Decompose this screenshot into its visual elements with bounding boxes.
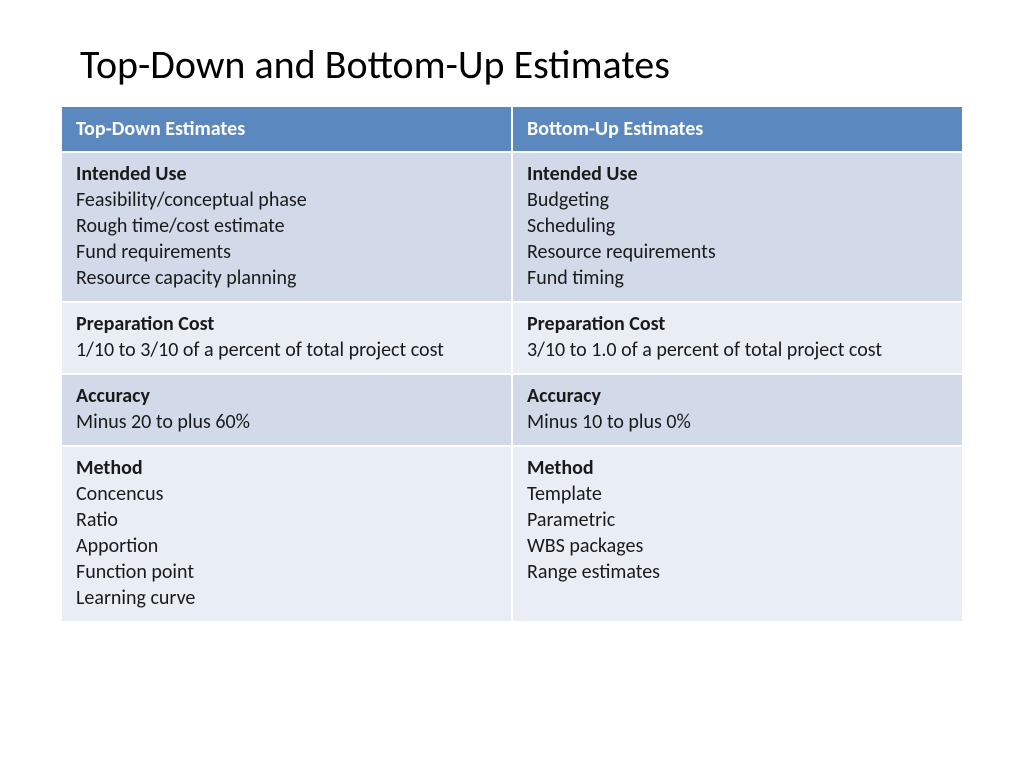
cell-line: Parametric [527,507,948,533]
cell-line: Range estimates [527,559,948,585]
cell-line: Resource requirements [527,239,948,265]
cell-line: Rough time/cost estimate [76,213,497,239]
cell-line: WBS packages [527,533,948,559]
table-row: Intended UseFeasibility/conceptual phase… [61,152,963,302]
cell-heading: Intended Use [76,161,497,187]
cell-line: Apportion [76,533,497,559]
col-header-topdown: Top-Down Estimates [61,106,512,152]
table-cell: Preparation Cost3/10 to 1.0 of a percent… [512,302,963,374]
cell-line: Fund requirements [76,239,497,265]
cell-heading: Preparation Cost [527,311,948,337]
cell-line: Template [527,481,948,507]
cell-heading: Accuracy [76,383,497,409]
comparison-table: Top-Down Estimates Bottom-Up Estimates I… [60,105,964,623]
table-cell: MethodTemplateParametricWBS packagesRang… [512,446,963,622]
cell-line: Ratio [76,507,497,533]
cell-line: Minus 20 to plus 60% [76,409,497,435]
table-cell: AccuracyMinus 20 to plus 60% [61,374,512,446]
cell-line: Minus 10 to plus 0% [527,409,948,435]
cell-line: Resource capacity planning [76,265,497,291]
table-cell: Preparation Cost1/10 to 3/10 of a percen… [61,302,512,374]
table-row: MethodConcencusRatioApportionFunction po… [61,446,963,622]
cell-line: Learning curve [76,585,497,611]
cell-heading: Accuracy [527,383,948,409]
table-cell: MethodConcencusRatioApportionFunction po… [61,446,512,622]
cell-heading: Method [76,455,497,481]
table-cell: AccuracyMinus 10 to plus 0% [512,374,963,446]
cell-line: 1/10 to 3/10 of a percent of total proje… [76,337,497,363]
cell-line: 3/10 to 1.0 of a percent of total projec… [527,337,948,363]
table-body: Intended UseFeasibility/conceptual phase… [61,152,963,622]
table-row: Preparation Cost1/10 to 3/10 of a percen… [61,302,963,374]
cell-line: Function point [76,559,497,585]
table-row: AccuracyMinus 20 to plus 60%AccuracyMinu… [61,374,963,446]
cell-heading: Method [527,455,948,481]
cell-line: Fund timing [527,265,948,291]
slide-title: Top-Down and Bottom-Up Estimates [80,40,964,89]
table-cell: Intended UseBudgetingSchedulingResource … [512,152,963,302]
table-cell: Intended UseFeasibility/conceptual phase… [61,152,512,302]
col-header-bottomup: Bottom-Up Estimates [512,106,963,152]
cell-heading: Preparation Cost [76,311,497,337]
cell-line: Scheduling [527,213,948,239]
table-header-row: Top-Down Estimates Bottom-Up Estimates [61,106,963,152]
cell-heading: Intended Use [527,161,948,187]
cell-line: Concencus [76,481,497,507]
cell-line: Budgeting [527,187,948,213]
cell-line: Feasibility/conceptual phase [76,187,497,213]
